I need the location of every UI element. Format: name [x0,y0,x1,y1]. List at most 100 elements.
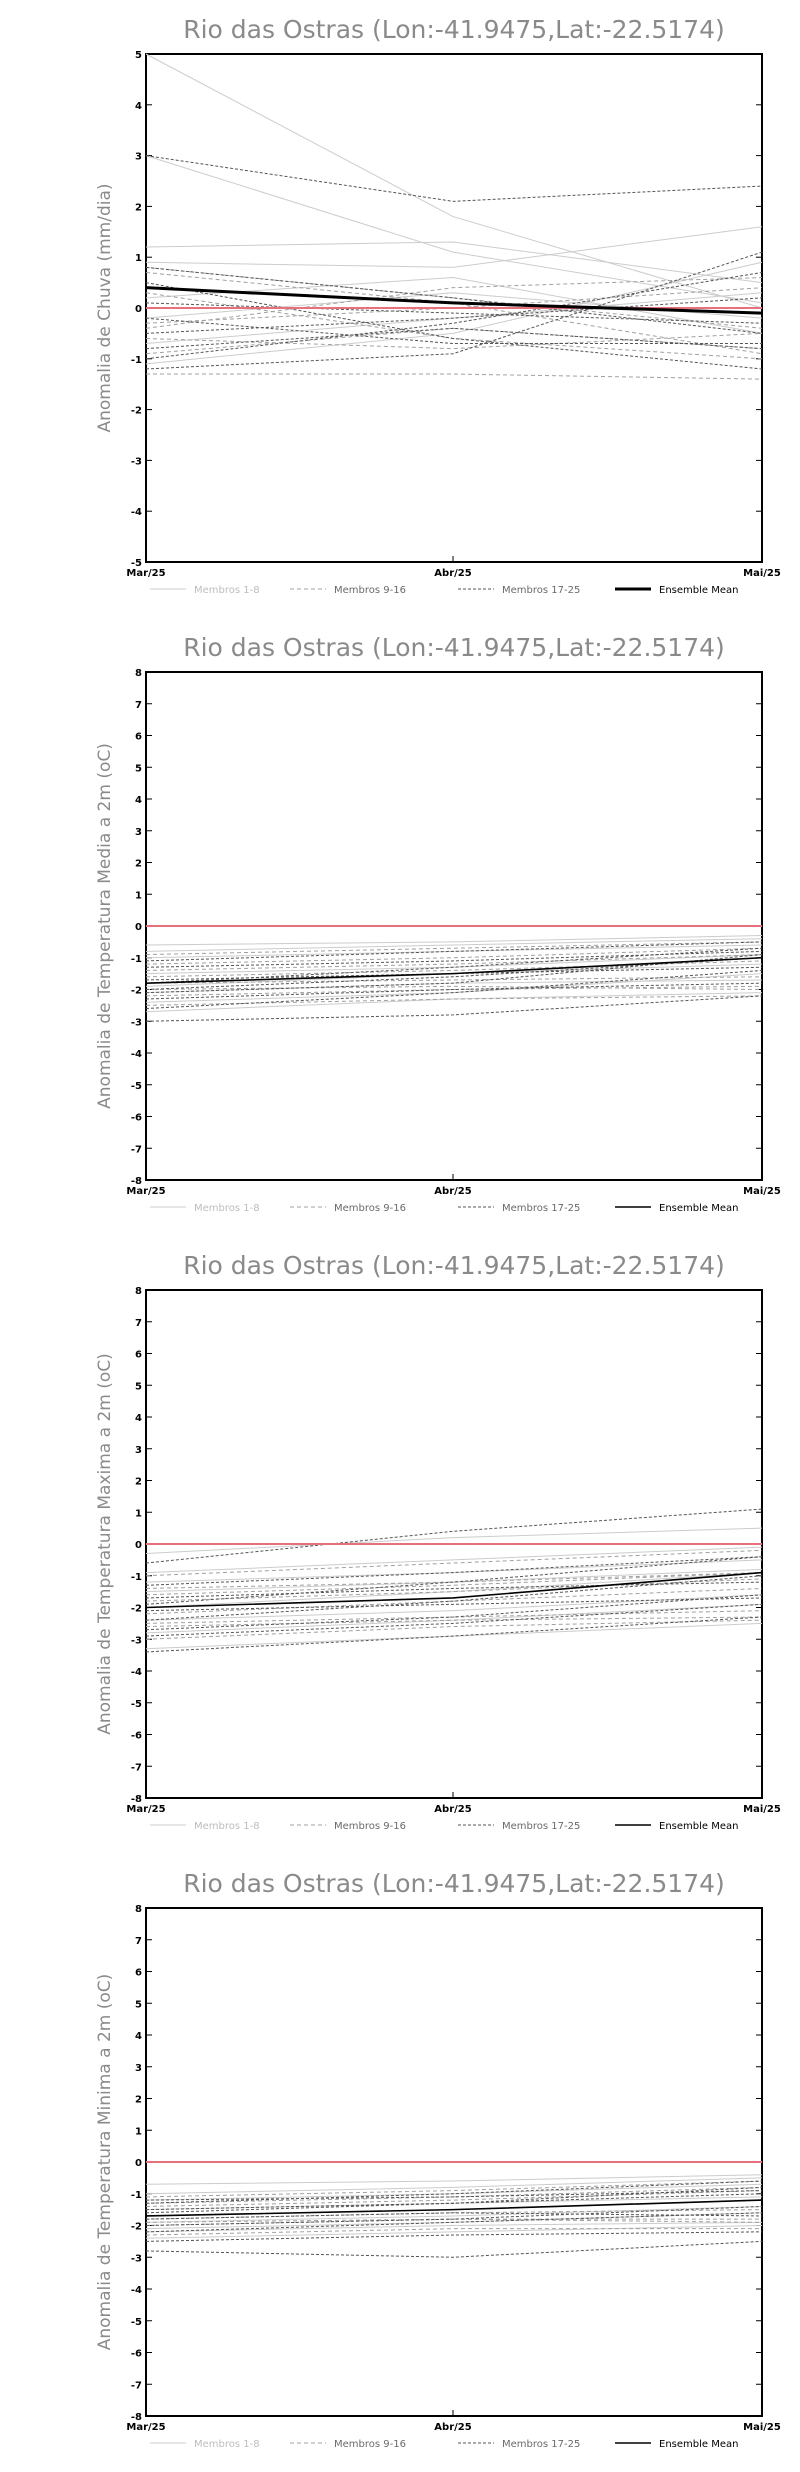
series-members-1-8-7 [145,277,763,334]
series-members-17-25-8 [145,271,763,360]
y-tick-label: -3 [131,1017,142,1028]
legend-label-members-17-25: Membros 17-25 [502,1203,580,1214]
series-members-17-25-2 [145,266,763,334]
y-tick-label: 8 [135,668,142,679]
series-ensemble-mean [145,286,763,315]
y-tick-label: 1 [135,2126,142,2137]
y-tick-label: 2 [135,2095,142,2106]
series-members-17-25-1 [145,1508,763,1564]
chart-panel-4: Rio das Ostras (Lon:-41.9475,Lat:-22.517… [95,1869,781,2450]
y-tick-label: 7 [135,1318,142,1329]
series-members-9-16-4 [145,995,763,1006]
y-tick-label: 6 [135,1968,142,1979]
series-members-17-25-2 [145,1616,763,1653]
series-members-1-8-7 [145,938,763,952]
x-tick-label: Mai/25 [743,2422,781,2433]
series-members-9-16-7 [145,2186,763,2204]
y-tick-label: -1 [131,355,142,366]
chart-title: Rio das Ostras (Lon:-41.9475,Lat:-22.517… [183,15,725,44]
series-members-1-8-1 [145,1527,763,1555]
series-members-17-25-5 [145,969,763,1010]
x-tick-label: Abr/25 [434,568,471,579]
y-tick-label: 5 [135,1381,142,1392]
y-tick-label: -2 [131,406,142,417]
series-members-1-8-4 [145,226,763,268]
series-members-1-8-7 [145,2177,763,2195]
series-members-17-25-1 [145,155,763,202]
x-tick-label: Mar/25 [126,1186,165,1197]
legend-label-members-9-16: Membros 9-16 [334,1203,406,1214]
series-members-1-8-7 [145,1594,763,1621]
legend-label-members-9-16: Membros 9-16 [334,1821,406,1832]
x-tick-label: Abr/25 [434,1186,471,1197]
series-members-9-16-3 [145,1549,763,1577]
legend-label-members-9-16: Membros 9-16 [334,2439,406,2450]
series-members-17-25-4 [145,941,763,962]
series-members-17-25-3 [145,2205,763,2226]
y-tick-label: 4 [135,795,142,806]
series-members-9-16-8 [145,2218,763,2223]
series-members-17-25-3 [145,1597,763,1612]
series-ensemble-mean [145,1571,763,1609]
series-members-17-25-6 [145,282,763,370]
series-members-1-8-3 [145,241,763,284]
y-tick-label: -7 [131,1762,142,1773]
y-tick-label: -4 [131,1667,142,1678]
series-members-1-8-4 [145,992,763,1013]
y-tick-label: 4 [135,101,142,112]
y-tick-label: 3 [135,2063,142,2074]
series-members-9-16-2 [145,1616,763,1628]
y-tick-label: -2 [131,986,142,997]
y-tick-label: -2 [131,1604,142,1615]
y-tick-label: 6 [135,1350,142,1361]
series-members-1-8-1 [145,935,763,946]
series-members-9-16-1 [145,2190,763,2207]
legend-label-ensemble-mean: Ensemble Mean [659,1203,738,1214]
y-tick-label: 2 [135,1477,142,1488]
y-tick-label: 1 [135,253,142,264]
legend-label-members-17-25: Membros 17-25 [502,2439,580,2450]
y-tick-label: -5 [131,1081,142,1092]
series-members-17-25-5 [145,2212,763,2233]
y-tick-label: 8 [135,1904,142,1915]
series-members-9-16-1 [145,1578,763,1602]
series-members-17-25-1 [145,995,763,1022]
x-tick-label: Abr/25 [434,2422,471,2433]
series-members-17-25-7 [145,1603,763,1637]
series-ensemble-mean [145,956,763,984]
series-members-9-16-6 [145,2209,763,2220]
y-tick-label: 8 [135,1286,142,1297]
series-members-9-16-7 [145,954,763,971]
legend-label-ensemble-mean: Ensemble Mean [659,585,738,596]
x-tick-label: Mai/25 [743,1186,781,1197]
legend-label-ensemble-mean: Ensemble Mean [659,2439,738,2450]
y-tick-label: 4 [135,1413,142,1424]
y-tick-label: 1 [135,890,142,901]
y-tick-label: 6 [135,732,142,743]
y-tick-label: -6 [131,2349,142,2360]
x-tick-label: Mai/25 [743,1804,781,1815]
y-tick-label: -5 [131,558,142,569]
series-members-9-16-5 [145,1587,763,1615]
series-members-1-8-4 [145,1622,763,1650]
legend-label-members-17-25: Membros 17-25 [502,1821,580,1832]
series-members-17-25-9 [145,302,763,324]
series-members-17-25-4 [145,251,763,370]
y-tick-label: 3 [135,152,142,163]
y-tick-label: -3 [131,456,142,467]
y-tick-label: -4 [131,507,142,518]
series-members-17-25-9 [145,1581,763,1599]
legend-label-members-1-8: Membros 1-8 [194,585,260,596]
series-members-9-16-8 [145,332,763,350]
series-members-9-16-6 [145,976,763,984]
series-members-17-25-7 [145,317,762,345]
x-tick-label: Abr/25 [434,1804,471,1815]
y-tick-label: 2 [135,859,142,870]
series-members-9-16-5 [145,287,763,324]
series-members-9-16-6 [146,373,763,380]
y-axis-label: Anomalia de Temperatura Media a 2m (oC) [95,743,115,1109]
series-members-17-25-3 [145,957,763,990]
y-tick-label: -1 [131,954,142,965]
series-members-17-25-9 [145,954,763,994]
